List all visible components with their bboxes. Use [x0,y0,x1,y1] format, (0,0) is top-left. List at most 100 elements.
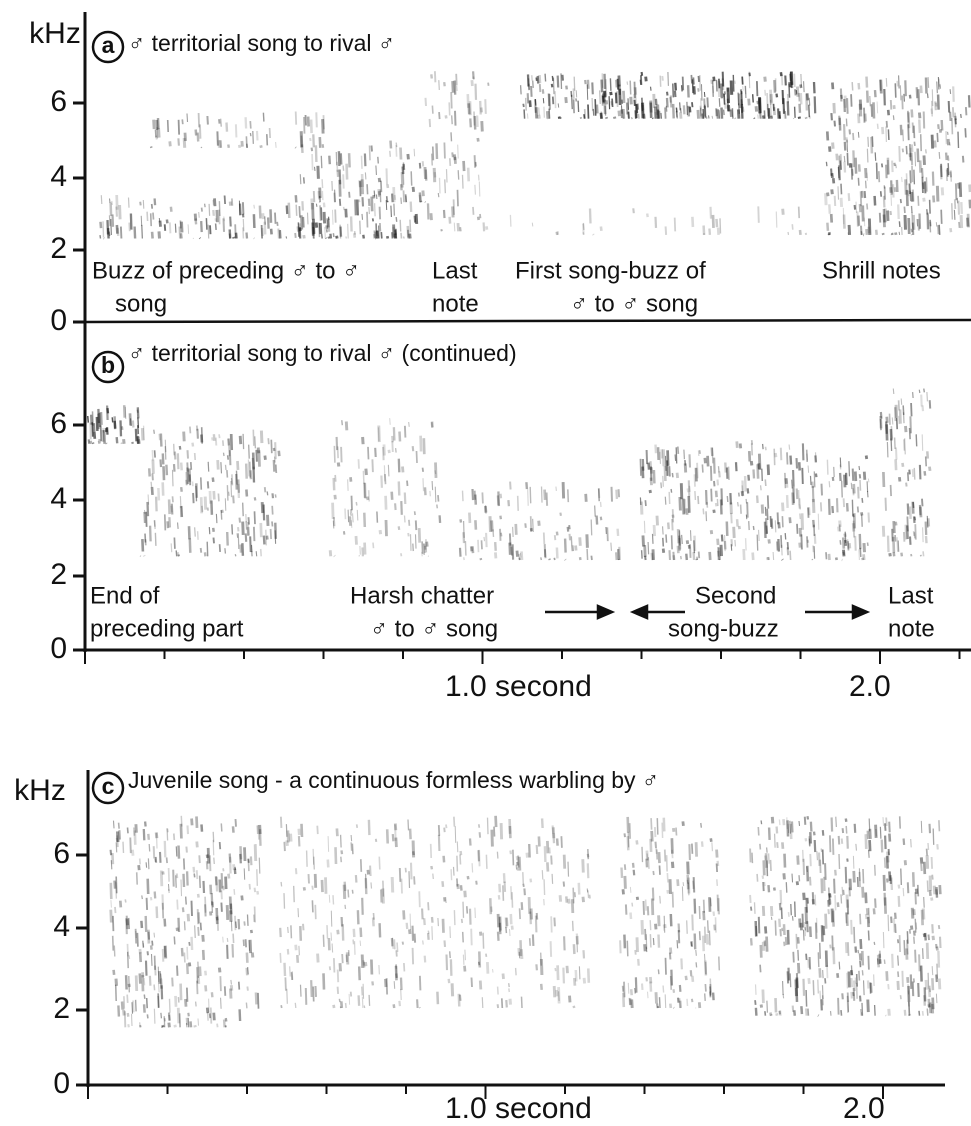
sonogram-streak [908,472,909,481]
sonogram-streak [921,86,922,94]
sonogram-streak [756,106,757,111]
sonogram-streak [268,515,269,526]
sonogram-streak [334,478,335,490]
sonogram-streak [591,520,592,536]
sonogram-streak [932,924,933,933]
sonogram-streak [178,138,179,145]
sonogram-streak [428,902,429,910]
sonogram-streak [444,828,445,833]
sonogram-streak [184,432,185,442]
sonogram-streak [275,494,276,497]
sonogram-streak [502,998,503,1008]
sonogram-streak [618,549,619,560]
sonogram-streak [499,917,500,932]
sonogram-streak [473,71,474,79]
sonogram-streak [787,495,788,508]
sonogram-streak [272,521,273,526]
sonogram-streak [711,207,712,219]
sonogram-streak [797,87,798,97]
sonogram-streak [926,536,927,543]
sonogram-streak [884,960,885,964]
sonogram-streak [116,979,117,986]
sonogram-streak [90,423,91,440]
sonogram-streak [231,980,232,985]
sonogram-streak [111,203,112,217]
sonogram-streak [494,827,495,837]
sonogram-streak [714,77,715,82]
sonogram-streak [151,897,152,900]
sonogram-streak [952,203,953,219]
sonogram-streak [622,868,623,878]
sonogram-streak [186,897,187,905]
sonogram-streak [888,129,889,140]
sonogram-streak [155,956,156,970]
sonogram-streak [642,550,643,559]
sonogram-streak [200,876,201,888]
sonogram-streak [173,496,174,502]
sonogram-streak [179,227,180,239]
sonogram-streak [380,223,381,232]
sonogram-streak [148,834,149,840]
sonogram-streak [647,214,648,218]
sonogram-streak [200,967,201,977]
sonogram-streak [161,871,162,887]
sonogram-streak [718,109,719,118]
sonogram-streak [855,472,856,482]
sonogram-streak [892,954,893,968]
sonogram-streak [512,926,513,930]
sonogram-streak [547,493,548,506]
sonogram-streak [717,219,718,227]
sonogram-streak [789,84,790,98]
sonogram-streak [633,208,634,213]
sonogram-streak [408,820,409,831]
sonogram-streak [447,169,448,182]
sonogram-streak [316,145,317,162]
sonogram-streak [894,105,895,109]
sonogram-streak [702,841,703,846]
sonogram-streak [863,205,864,221]
sonogram-streak [716,491,717,497]
sonogram-streak [732,108,733,119]
sonogram-streak [460,548,461,557]
sonogram-streak [899,885,900,889]
sonogram-streak [807,866,808,882]
sonogram-streak [274,460,275,472]
sonogram-streak [174,444,175,456]
sonogram-streak [806,117,807,119]
sonogram-streak [374,191,375,197]
sonogram-streak [930,467,931,471]
sonogram-streak [479,182,480,197]
sonogram-streak [328,836,329,852]
sonogram-streak [705,927,706,943]
sonogram-streak [185,921,186,930]
sonogram-streak [360,546,361,555]
sonogram-streak [268,438,269,444]
y-tick-label: 0 [50,304,67,337]
sonogram-streak [155,892,156,899]
sonogram-streak [576,90,577,97]
sonogram-streak [401,978,402,991]
sonogram-streak [842,993,843,999]
annotation: ♂ to ♂ song [570,290,698,317]
sonogram-streak [231,434,232,450]
sonogram-streak [933,998,934,1010]
sonogram-streak [924,933,925,937]
sonogram-streak [591,556,592,560]
sonogram-streak [690,107,691,113]
sonogram-streak [908,504,909,515]
annotation: End of [90,582,160,609]
sonogram-streak [913,469,914,477]
sonogram-streak [163,453,164,464]
sonogram-streak [300,228,301,231]
sonogram-streak [444,82,445,86]
sonogram-streak [784,924,785,935]
sonogram-streak [210,855,211,871]
sonogram-streak [845,532,846,543]
sonogram-streak [832,83,833,90]
sonogram-streak [275,213,276,224]
sonogram-streak [866,181,867,189]
sonogram-streak [799,117,800,119]
sonogram-streak [475,520,476,530]
sonogram-streak [935,101,936,110]
sonogram-streak [823,850,824,865]
